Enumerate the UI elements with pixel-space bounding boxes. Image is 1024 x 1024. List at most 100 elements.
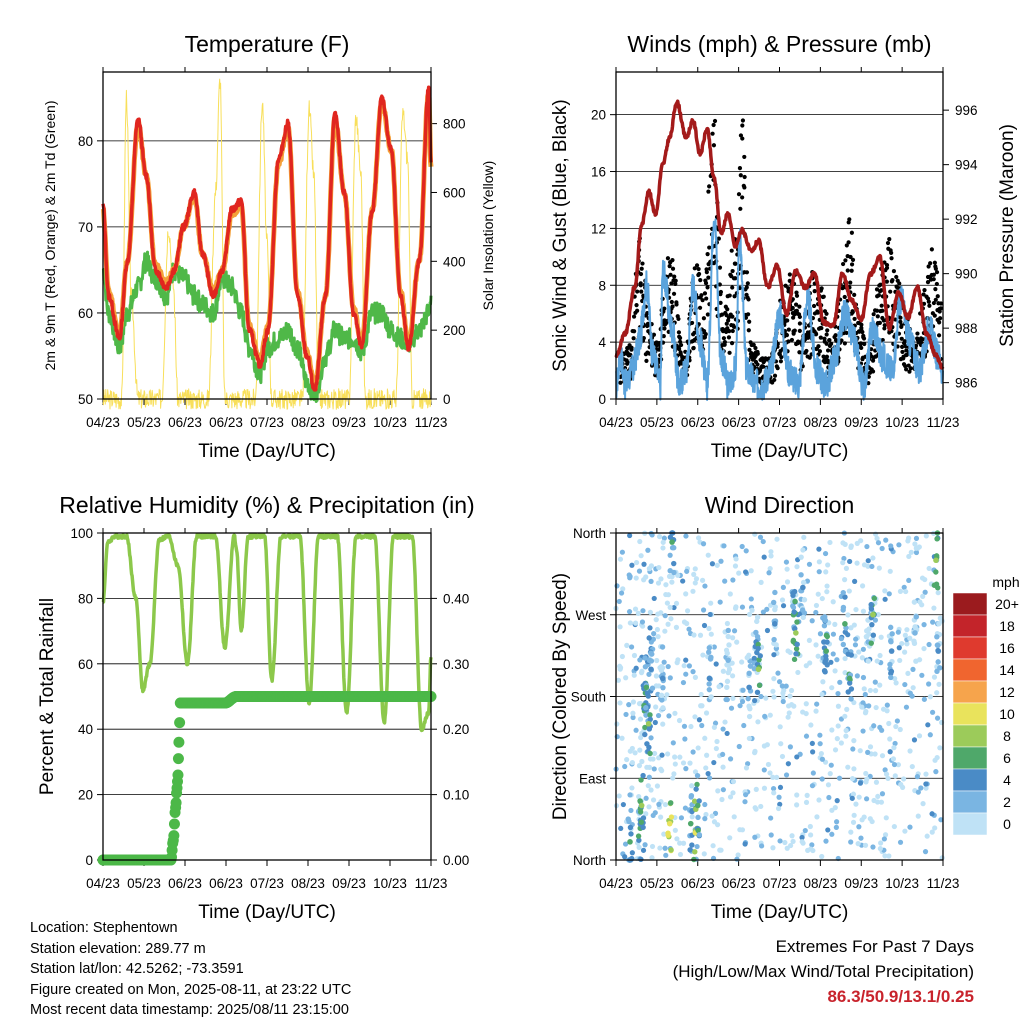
wind-direction-point — [660, 684, 666, 691]
colorbar-label: 12 — [999, 684, 1015, 700]
wind-direction-point — [834, 736, 840, 742]
wind-direction-point — [637, 809, 644, 815]
wind-direction-point — [908, 549, 914, 555]
wind-direction-point — [832, 805, 838, 811]
colorbar-swatch — [952, 592, 988, 616]
colorbar-swatch — [952, 768, 988, 792]
gust-point — [704, 296, 709, 301]
wind-direction-point — [780, 690, 786, 696]
wind-direction-point — [688, 792, 695, 799]
wind-direction-point — [746, 713, 753, 720]
wind-direction-point — [878, 799, 885, 805]
wind-direction-point — [921, 645, 927, 652]
wind-direction-point — [776, 794, 782, 800]
colorbar-label: 16 — [999, 640, 1015, 656]
wind-direction-point — [850, 791, 857, 797]
wind-direction-point — [683, 591, 689, 597]
wind-direction-point — [643, 574, 649, 580]
gust-point — [936, 333, 942, 338]
gust-point — [772, 377, 777, 383]
wind-direction-point — [645, 547, 651, 553]
wind-direction-point — [823, 632, 830, 639]
wind-direction-point — [887, 624, 894, 631]
wind-direction-point — [626, 572, 632, 578]
wind-direction-point — [819, 776, 825, 782]
panel0-y-right-tick-label: 200 — [443, 323, 466, 338]
wind-direction-point — [775, 805, 782, 812]
wind-direction-point — [851, 699, 857, 706]
gust-point — [794, 308, 799, 314]
wind-direction-point — [724, 684, 730, 691]
wind-direction-point — [614, 721, 620, 727]
wind-direction-point — [698, 691, 704, 698]
wind-direction-point — [742, 799, 748, 805]
wind-direction-point — [760, 538, 766, 545]
wind-direction-point — [734, 639, 740, 645]
wind-direction-point — [746, 703, 752, 709]
wind-direction-point — [785, 703, 792, 709]
gust-point — [927, 303, 932, 308]
wind-direction-point — [809, 783, 816, 789]
panel1-y-tick-label: 0 — [598, 392, 606, 407]
wind-direction-point — [848, 544, 854, 551]
wind-direction-point — [803, 663, 809, 669]
wind-direction-point — [626, 702, 632, 708]
panel1-frame — [615, 71, 944, 400]
wind-direction-point — [771, 652, 777, 658]
gust-point — [704, 267, 709, 272]
gust-point — [640, 261, 645, 266]
gust-point — [707, 245, 712, 250]
wind-direction-point — [727, 794, 734, 800]
wind-direction-point — [888, 543, 894, 549]
sonic-wind-line — [615, 218, 944, 401]
wind-direction-point — [659, 644, 666, 650]
panel1-x-tick-label: 09/23 — [844, 415, 878, 430]
wind-direction-point — [933, 557, 939, 564]
gust-point — [678, 339, 683, 344]
wind-direction-point — [761, 767, 767, 773]
wind-direction-point — [752, 750, 758, 756]
wind-direction-point — [649, 685, 656, 691]
wind-direction-point — [783, 683, 789, 689]
wind-direction-point — [625, 816, 631, 822]
gust-point — [899, 336, 904, 341]
gust-point — [932, 313, 937, 318]
gust-point — [718, 291, 723, 297]
wind-direction-point — [657, 845, 663, 851]
gust-point — [668, 272, 673, 277]
wind-direction-point — [862, 691, 868, 698]
wind-direction-point — [652, 719, 658, 726]
wind-direction-point — [651, 631, 657, 637]
wind-direction-point — [692, 580, 698, 586]
wind-direction-point — [851, 622, 857, 628]
gust-point — [871, 312, 876, 317]
wind-direction-point — [772, 606, 778, 613]
gust-point — [761, 364, 766, 369]
wind-direction-point — [767, 770, 773, 776]
wind-direction-point — [842, 670, 848, 676]
wind-direction-point — [720, 764, 726, 770]
wind-direction-point — [669, 573, 675, 580]
wind-direction-point — [740, 687, 746, 693]
wind-direction-point — [930, 709, 936, 715]
wind-direction-point — [922, 849, 929, 855]
wind-direction-point — [659, 697, 665, 703]
wind-direction-point — [729, 660, 735, 666]
wind-direction-point — [659, 752, 665, 758]
wind-direction-point — [667, 568, 673, 574]
gust-point — [875, 314, 880, 319]
wind-direction-point — [924, 833, 930, 839]
gust-point — [879, 303, 884, 308]
gust-point — [729, 248, 734, 253]
wind-direction-point — [697, 632, 704, 638]
gust-point — [907, 369, 912, 374]
wind-direction-point — [663, 582, 669, 588]
wind-direction-point — [877, 846, 883, 852]
wind-direction-point — [673, 600, 680, 607]
wind-direction-point — [787, 744, 793, 750]
wind-direction-point — [665, 832, 671, 838]
wind-direction-point — [720, 787, 726, 793]
wind-direction-point — [660, 705, 666, 711]
wind-direction-point — [700, 652, 706, 658]
wind-direction-point — [711, 819, 718, 825]
